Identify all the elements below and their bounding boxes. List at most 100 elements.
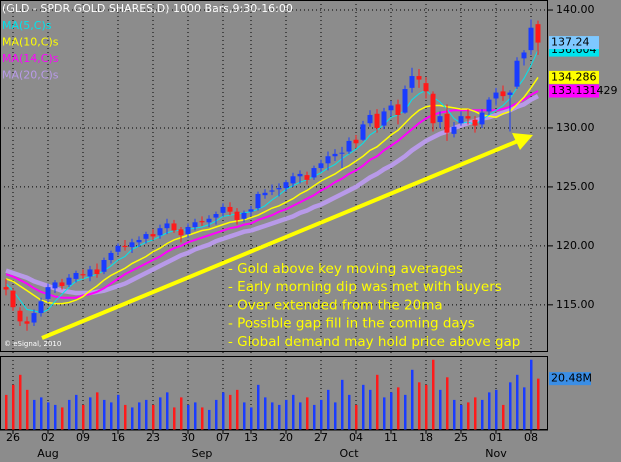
volume-bar bbox=[418, 382, 421, 430]
candle-body bbox=[94, 269, 100, 275]
candle-body bbox=[192, 222, 198, 228]
x-tick-label: 07 bbox=[216, 431, 230, 444]
volume-plot bbox=[5, 359, 540, 430]
candle-body bbox=[262, 192, 268, 196]
volume-bar bbox=[460, 404, 463, 430]
candle-body bbox=[332, 153, 338, 157]
candle-body bbox=[101, 260, 107, 272]
candle-body bbox=[269, 190, 275, 192]
x-tick-label: 25 bbox=[454, 431, 468, 444]
candle-body bbox=[402, 89, 408, 113]
legend-entry: MA(10,C)s bbox=[2, 36, 59, 49]
candle-body bbox=[73, 272, 79, 279]
y-tick-label: 125.00 bbox=[556, 180, 595, 193]
legend-entry: MA(5,C)s bbox=[2, 19, 52, 32]
annotation: - Possible gap fill in the coming days bbox=[228, 316, 475, 332]
candle-body bbox=[318, 163, 324, 169]
candle-body bbox=[437, 116, 443, 123]
candle-body bbox=[150, 234, 156, 237]
candle-body bbox=[297, 173, 303, 177]
arrow-head bbox=[512, 133, 533, 150]
candle-body bbox=[346, 140, 352, 152]
candle-body bbox=[129, 242, 135, 248]
y-tick-label: 115.00 bbox=[556, 298, 595, 311]
price-plot bbox=[3, 19, 541, 331]
moving-average bbox=[5, 76, 539, 305]
chart-title: (GLD - SPDR GOLD SHARES,D) 1000 Bars,9:3… bbox=[2, 2, 293, 15]
candle-body bbox=[38, 301, 44, 314]
candle-body bbox=[45, 287, 51, 299]
volume-bar bbox=[439, 389, 442, 430]
volume-bar bbox=[222, 392, 225, 430]
x-tick-label: 09 bbox=[76, 431, 90, 444]
volume-bar bbox=[152, 404, 155, 430]
volume-bar bbox=[257, 384, 260, 430]
volume-bar bbox=[446, 377, 449, 430]
volume-bar bbox=[187, 404, 190, 430]
trend-arrow bbox=[41, 133, 533, 340]
volume-bar bbox=[474, 397, 477, 430]
candle-body bbox=[521, 52, 527, 59]
candle-body bbox=[115, 245, 121, 252]
candle-body bbox=[171, 223, 177, 231]
volume-tag-box bbox=[549, 372, 591, 386]
candle-body bbox=[367, 114, 373, 124]
volume-bar bbox=[292, 394, 295, 430]
volume-bar bbox=[75, 394, 78, 430]
candle-body bbox=[234, 211, 240, 220]
candle-body bbox=[122, 245, 128, 248]
candle-body bbox=[325, 156, 331, 164]
x-tick-label: 13 bbox=[244, 431, 258, 444]
month-label: Aug bbox=[37, 447, 58, 460]
candle-body bbox=[493, 92, 499, 99]
legend: MA(5,C)s MA(10,C)s MA(14,C)s MA(20,C)s bbox=[2, 19, 59, 82]
candle-body bbox=[374, 113, 380, 128]
candle-body bbox=[416, 76, 422, 80]
x-tick-label: 18 bbox=[419, 431, 433, 444]
volume-bar bbox=[243, 402, 246, 430]
y-tick-label: 120.00 bbox=[556, 239, 595, 252]
volume-bar bbox=[530, 359, 533, 430]
volume-bar bbox=[362, 384, 365, 430]
volume-bar bbox=[103, 399, 106, 430]
month-label: Sep bbox=[192, 447, 213, 460]
candle-body bbox=[227, 206, 233, 212]
candle-body bbox=[500, 91, 506, 97]
candle-body bbox=[465, 116, 471, 119]
candle-body bbox=[10, 290, 16, 308]
candle-body bbox=[185, 227, 191, 235]
volume-bar bbox=[523, 387, 526, 430]
volume-bar bbox=[61, 407, 64, 430]
volume-bar bbox=[516, 374, 519, 430]
candle-body bbox=[17, 310, 23, 322]
y-tick-label: 130.00 bbox=[556, 121, 595, 134]
volume-bar bbox=[159, 397, 162, 430]
volume-bar bbox=[306, 397, 309, 430]
volume-bar bbox=[320, 399, 323, 430]
annotation: - Early morning dip was met with buyers bbox=[228, 279, 502, 295]
annotation: - Over extended from the 20ma bbox=[228, 297, 443, 313]
candle-body bbox=[528, 27, 534, 51]
ma-tag: 133.131429 bbox=[551, 84, 617, 97]
volume-bar bbox=[208, 409, 211, 430]
volume-bar bbox=[194, 402, 197, 430]
volume-bar bbox=[432, 359, 435, 430]
volume-bar bbox=[481, 399, 484, 430]
volume-bar bbox=[299, 402, 302, 430]
volume-bar bbox=[453, 399, 456, 430]
volume-bar bbox=[390, 392, 393, 430]
volume-bar bbox=[488, 392, 491, 430]
month-label: Oct bbox=[339, 447, 359, 460]
annotation: - Gold above key moving averages bbox=[228, 261, 463, 277]
candle-body bbox=[108, 252, 114, 261]
candle-body bbox=[206, 218, 212, 223]
axes: 115.00 120.00 125.00 130.00 140.00 26 02 Aug 09 1… bbox=[0, 3, 595, 460]
volume-panel bbox=[0, 356, 548, 430]
volume-bar bbox=[509, 382, 512, 430]
ma-tag-box bbox=[549, 70, 599, 84]
x-tick-label: 01 bbox=[489, 431, 503, 444]
volume-bar bbox=[110, 402, 113, 430]
annotation: - Global demand may hold price above gap bbox=[228, 334, 520, 350]
candle-body bbox=[178, 229, 184, 236]
volume-bar bbox=[313, 404, 316, 430]
